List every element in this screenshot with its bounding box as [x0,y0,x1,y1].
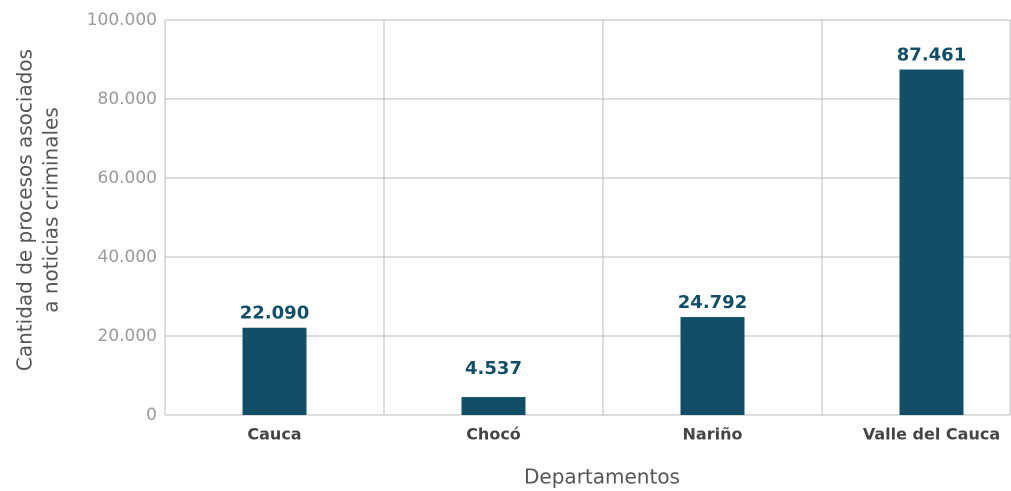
y-tick-label: 100.000 [87,10,157,30]
y-tick-label: 0 [146,405,157,425]
y-tick-label: 20.000 [98,326,157,346]
y-axis-title: Cantidad de procesos asociados [13,49,37,371]
y-tick-label: 40.000 [98,247,157,267]
x-tick-label: Valle del Cauca [863,425,1000,444]
bar [242,327,307,415]
x-tick-label: Cauca [247,425,301,444]
value-label: 87.461 [897,45,966,66]
value-label: 24.792 [678,292,747,313]
bar [461,397,526,415]
x-tick-label: Chocó [466,425,521,444]
y-tick-label: 80.000 [98,89,157,109]
x-tick-label: Nariño [683,425,743,444]
bar [899,69,964,415]
bar [680,317,745,415]
value-label: 22.090 [240,303,309,324]
y-axis-title: a noticias criminales [39,107,63,313]
value-label: 4.537 [465,358,522,379]
y-tick-label: 60.000 [98,168,157,188]
x-axis-title: Departamentos [524,465,680,489]
